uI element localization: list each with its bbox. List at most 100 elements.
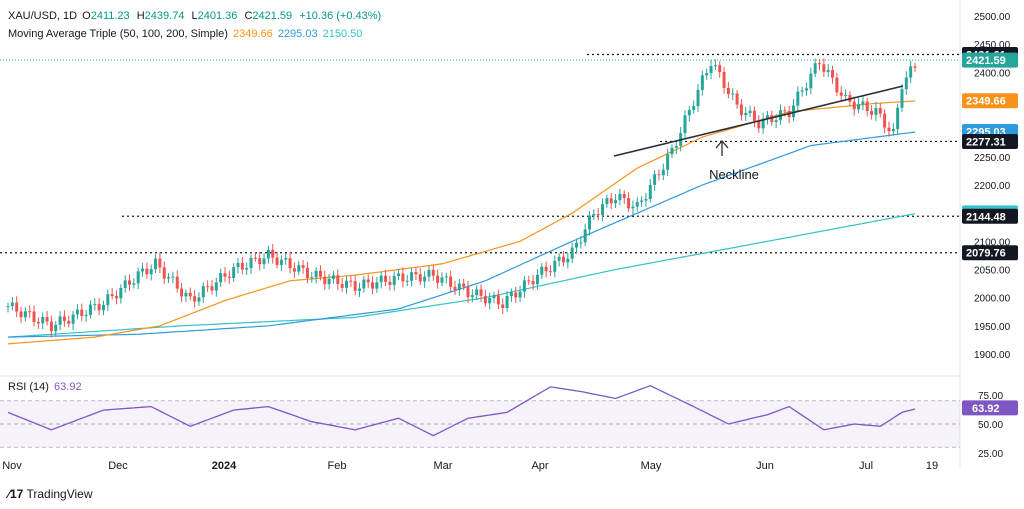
candle-body <box>371 282 375 289</box>
candle-body <box>84 314 88 316</box>
candle-body <box>731 93 735 95</box>
candle-body <box>227 276 231 278</box>
candle-body <box>540 266 544 275</box>
candle-body <box>566 258 570 263</box>
candle-body <box>67 320 71 324</box>
candle-body <box>210 286 214 291</box>
candle-body <box>666 154 670 170</box>
x-axis-label: 19 <box>926 460 938 472</box>
candle-body <box>462 283 466 287</box>
x-axis-label: Jun <box>756 460 774 472</box>
candle-body <box>28 311 32 313</box>
candle-body <box>501 304 505 308</box>
candle-body <box>683 115 687 134</box>
rsi-legend: RSI (14) 63.92 <box>8 381 84 393</box>
candle-body <box>770 115 774 123</box>
ohlc-open: O2411.23 <box>82 10 130 22</box>
candle-body <box>114 296 118 299</box>
tradingview-logo: ⁄17 TradingView <box>8 487 93 501</box>
candle-body <box>36 321 40 324</box>
candle-body <box>397 273 401 277</box>
rsi-line <box>7 384 916 437</box>
candle-body <box>197 297 201 302</box>
x-axis-label: Nov <box>2 460 22 472</box>
candle-body <box>774 120 778 123</box>
candle-body <box>527 280 531 282</box>
candle-body <box>635 201 639 207</box>
candle-body <box>262 258 266 265</box>
x-axis-label: Apr <box>531 460 548 472</box>
candle-body <box>509 292 513 297</box>
candle-body <box>340 284 344 288</box>
candle-body <box>891 129 895 132</box>
candle-body <box>670 147 674 155</box>
candle-body <box>154 258 158 270</box>
ohlc-low: L2401.36 <box>191 10 238 22</box>
ohlc-close: C2421.59 <box>244 10 293 22</box>
candle-body <box>531 281 535 285</box>
candle-body <box>553 260 557 272</box>
candle-body <box>392 276 396 285</box>
candle-body <box>609 198 613 204</box>
candle-body <box>58 316 62 325</box>
candle-body <box>184 292 188 297</box>
candle-body <box>870 110 874 115</box>
candle-body <box>366 279 370 283</box>
candle-body <box>488 297 492 304</box>
candle-body <box>705 73 709 76</box>
rsi-tick-label: 25.00 <box>978 449 1003 460</box>
candle-body <box>101 304 105 311</box>
candle-body <box>314 270 318 278</box>
candle-body <box>258 258 262 265</box>
candle-body <box>605 198 609 205</box>
candle-body <box>388 281 392 285</box>
candle-body <box>279 259 283 265</box>
candle-body <box>331 275 335 279</box>
candle-body <box>596 214 600 216</box>
price-tag-label: 2277.31 <box>966 136 1006 148</box>
candle-body <box>514 292 518 298</box>
candle-body <box>457 283 461 290</box>
candle-body <box>865 101 869 111</box>
candle-body <box>71 314 75 324</box>
candle-body <box>167 277 171 279</box>
candle-body <box>618 193 622 201</box>
candle-body <box>297 265 301 272</box>
candle-body <box>744 113 748 116</box>
candle-body <box>249 257 253 269</box>
candle-body <box>54 324 58 332</box>
candle-body <box>88 304 92 315</box>
candle-body <box>292 268 296 272</box>
candle-body <box>644 199 648 201</box>
candle-body <box>223 273 227 277</box>
candle-body <box>831 69 835 78</box>
x-axis-label: Feb <box>328 460 347 472</box>
candle-body <box>479 289 483 296</box>
candle-body <box>158 258 162 268</box>
candle-body <box>878 108 882 114</box>
candle-body <box>874 108 878 115</box>
candle-body <box>136 271 140 284</box>
candle-body <box>718 65 722 73</box>
candle-body <box>800 90 804 92</box>
candle-body <box>631 206 635 209</box>
candle-body <box>852 101 856 110</box>
candle-body <box>722 72 726 89</box>
change-value: +10.36 (+0.43%) <box>299 10 382 22</box>
rsi-label: RSI (14) <box>8 381 49 393</box>
rsi-value: 63.92 <box>54 381 82 393</box>
candle-body <box>674 145 678 148</box>
candle-body <box>913 66 917 68</box>
candle-body <box>106 294 110 305</box>
candle-body <box>362 279 366 289</box>
candle-body <box>483 295 487 304</box>
candle-body <box>826 69 830 72</box>
price-tick-label: 2050.00 <box>974 266 1011 277</box>
candle-body <box>41 317 45 324</box>
candle-body <box>353 281 357 291</box>
candle-body <box>80 309 84 316</box>
candle-body <box>214 282 218 291</box>
rsi-tag-label: 63.92 <box>972 403 1000 415</box>
candle-body <box>97 304 101 311</box>
